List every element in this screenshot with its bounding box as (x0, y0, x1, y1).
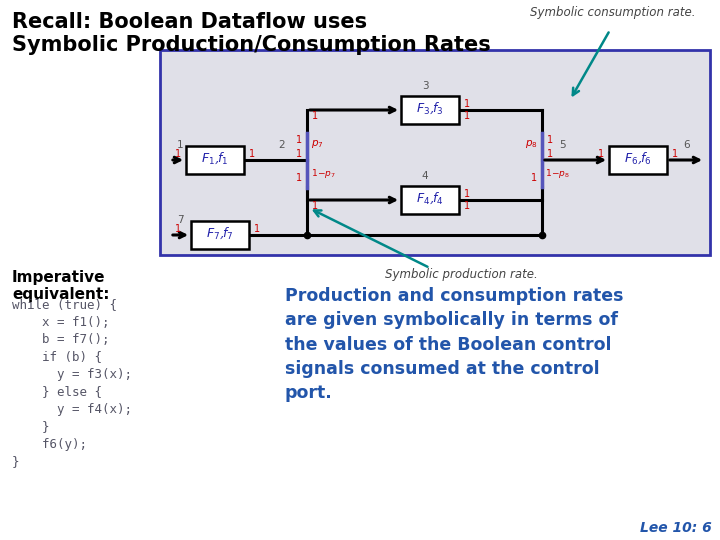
Text: 1: 1 (296, 173, 302, 183)
Text: 1: 1 (464, 189, 470, 199)
Text: 1: 1 (464, 99, 470, 109)
Text: $F_6$,: $F_6$, (624, 152, 642, 166)
Text: 1: 1 (296, 149, 302, 159)
Text: 2: 2 (279, 140, 285, 150)
Text: Production and consumption rates
are given symbolically in terms of
the values o: Production and consumption rates are giv… (285, 287, 624, 402)
Text: Symbolic consumption rate.: Symbolic consumption rate. (530, 6, 696, 19)
Text: 1: 1 (531, 173, 537, 183)
Text: 1: 1 (254, 224, 260, 234)
Text: $f_3$: $f_3$ (433, 101, 444, 117)
Text: 7: 7 (176, 215, 184, 225)
FancyBboxPatch shape (191, 221, 249, 249)
Text: 1: 1 (464, 111, 470, 121)
Text: 3: 3 (422, 81, 428, 91)
FancyBboxPatch shape (186, 146, 244, 174)
Text: $F_1$,: $F_1$, (201, 152, 219, 166)
Text: 1: 1 (312, 201, 318, 211)
Text: 5: 5 (559, 140, 565, 150)
Text: while (true) {
    x = f1();
    b = f7();
    if (b) {
      y = f3(x);
    } e: while (true) { x = f1(); b = f7(); if (b… (12, 298, 132, 469)
Text: 1: 1 (547, 135, 553, 145)
Text: $p_7$: $p_7$ (311, 138, 323, 150)
Text: 1: 1 (175, 224, 181, 234)
Text: Symbolic production rate.: Symbolic production rate. (385, 268, 538, 281)
Text: Symbolic Production/Consumption Rates: Symbolic Production/Consumption Rates (12, 35, 491, 55)
Text: 1: 1 (598, 149, 604, 159)
FancyBboxPatch shape (160, 50, 710, 255)
FancyBboxPatch shape (401, 186, 459, 214)
Text: Lee 10: 6: Lee 10: 6 (640, 521, 712, 535)
Text: 1: 1 (547, 149, 553, 159)
Text: $1\!-\!p_8$: $1\!-\!p_8$ (545, 167, 570, 180)
Text: 1: 1 (464, 201, 470, 211)
Text: $F_3$,: $F_3$, (416, 102, 434, 116)
Text: 6: 6 (684, 140, 690, 150)
Text: 1: 1 (176, 140, 184, 150)
Text: 1: 1 (312, 111, 318, 121)
Text: $f_1$: $f_1$ (217, 151, 228, 167)
Text: 1: 1 (672, 149, 678, 159)
FancyBboxPatch shape (609, 146, 667, 174)
Text: 1: 1 (175, 149, 181, 159)
Text: 1: 1 (296, 135, 302, 145)
Text: $F_4$,: $F_4$, (416, 192, 434, 206)
Text: $f_7$: $f_7$ (222, 226, 233, 242)
Text: $F_7$,: $F_7$, (206, 227, 224, 241)
Text: Recall: Boolean Dataflow uses: Recall: Boolean Dataflow uses (12, 12, 367, 32)
Text: $p_8$: $p_8$ (526, 138, 538, 150)
Text: Imperative
equivalent:: Imperative equivalent: (12, 270, 109, 302)
Text: $f_4$: $f_4$ (432, 191, 444, 207)
Text: $f_6$: $f_6$ (640, 151, 652, 167)
Text: 4: 4 (422, 171, 428, 181)
Text: 1: 1 (249, 149, 255, 159)
Text: $1\!-\!p_7$: $1\!-\!p_7$ (311, 167, 336, 180)
FancyBboxPatch shape (401, 96, 459, 124)
